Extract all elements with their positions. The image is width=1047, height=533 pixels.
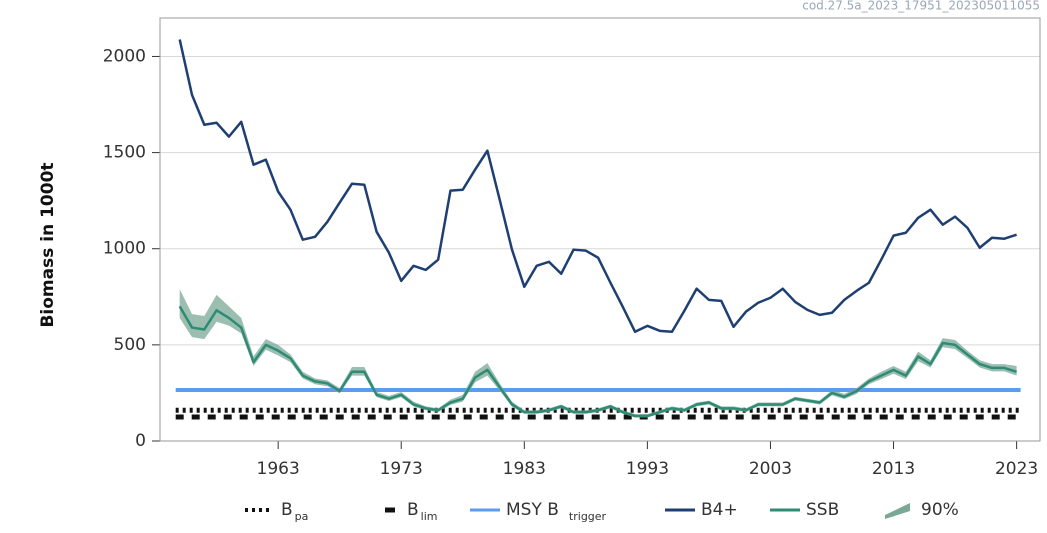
legend-label: MSY B — [506, 500, 559, 520]
y-tick-label: 500 — [114, 335, 146, 355]
y-tick-label: 0 — [135, 431, 146, 451]
data-line — [178, 305, 1017, 418]
data-line — [178, 39, 1018, 334]
x-tick-label: 1993 — [626, 459, 669, 479]
x-tick-label: 2003 — [749, 459, 792, 479]
x-tick-label: 1973 — [380, 459, 423, 479]
x-tick-label: 2013 — [872, 459, 915, 479]
legend-label: B — [407, 500, 419, 520]
x-tick-label: 1963 — [257, 459, 300, 479]
x-tick-label: 1983 — [503, 459, 546, 479]
y-tick-label: 1500 — [103, 143, 146, 163]
legend-subscript: trigger — [569, 510, 607, 523]
legend-label: 90% — [921, 500, 959, 520]
confidence-band — [179, 289, 1017, 418]
y-tick-label: 1000 — [103, 239, 146, 259]
plot-frame — [159, 17, 1041, 442]
source-label: cod.27.5a_2023_17951_202305011055 — [802, 0, 1040, 13]
y-tick-label: 2000 — [103, 46, 146, 66]
legend-swatch — [885, 503, 910, 519]
legend-label: B — [281, 500, 293, 520]
legend-subscript: lim — [421, 510, 438, 523]
legend-subscript: pa — [295, 510, 309, 523]
x-tick-label: 2023 — [995, 459, 1038, 479]
legend-label: B4+ — [701, 500, 738, 520]
y-axis-label: Biomass in 1000t — [38, 162, 58, 327]
legend-label: SSB — [806, 500, 839, 520]
